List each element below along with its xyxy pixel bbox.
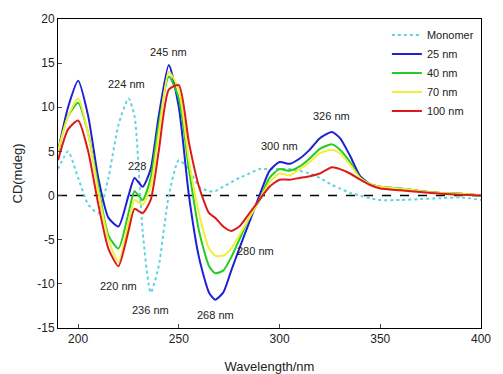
svg-text:268 nm: 268 nm: [197, 309, 234, 321]
svg-text:15: 15: [41, 56, 55, 70]
svg-text:-10: -10: [37, 277, 55, 291]
svg-text:236 nm: 236 nm: [132, 304, 169, 316]
svg-text:0: 0: [48, 189, 55, 203]
svg-text:220 nm: 220 nm: [100, 280, 137, 292]
svg-text:350: 350: [370, 332, 390, 346]
svg-text:280 nm: 280 nm: [237, 245, 274, 257]
svg-text:5: 5: [48, 145, 55, 159]
svg-text:300 nm: 300 nm: [261, 140, 298, 152]
svg-text:300: 300: [270, 332, 290, 346]
svg-text:100 nm: 100 nm: [427, 105, 464, 117]
svg-text:250: 250: [169, 332, 189, 346]
svg-text:40 nm: 40 nm: [427, 67, 458, 79]
svg-text:CD(mdeg): CD(mdeg): [10, 144, 25, 204]
svg-text:20: 20: [41, 12, 55, 26]
svg-text:10: 10: [41, 100, 55, 114]
svg-text:70 nm: 70 nm: [427, 86, 458, 98]
svg-text:25 nm: 25 nm: [427, 48, 458, 60]
svg-text:326 nm: 326 nm: [313, 110, 350, 122]
svg-text:400: 400: [471, 332, 491, 346]
svg-text:Monomer: Monomer: [427, 29, 474, 41]
svg-text:-15: -15: [37, 321, 55, 335]
svg-text:Wavelength/nm: Wavelength/nm: [225, 359, 315, 374]
svg-text:228: 228: [128, 160, 146, 172]
svg-text:-5: -5: [44, 233, 55, 247]
svg-text:224 nm: 224 nm: [108, 78, 145, 90]
svg-text:200: 200: [68, 332, 88, 346]
svg-text:245 nm: 245 nm: [150, 46, 187, 58]
